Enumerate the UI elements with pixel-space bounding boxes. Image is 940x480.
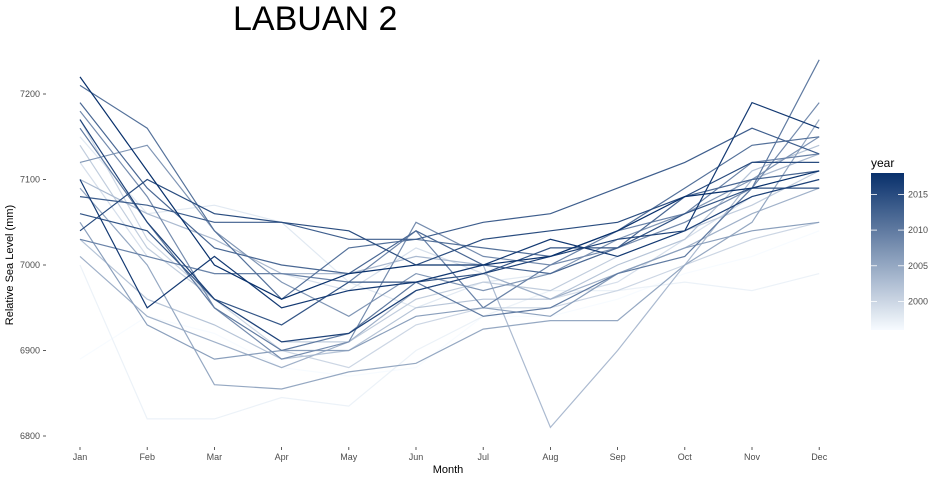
series-lines [79, 59, 820, 429]
legend-tick-label: 2000 [908, 296, 928, 306]
x-tick-label: Mar [207, 452, 223, 462]
y-tick-label: 6800 [20, 431, 40, 441]
series-line-2002 [79, 144, 820, 360]
x-tick-label: Jul [477, 452, 489, 462]
y-axis-title: Relative Sea Level (mm) [4, 205, 16, 325]
chart-title: LABUAN 2 [233, 0, 398, 38]
y-tick-label: 7000 [20, 260, 40, 270]
x-axis: Jan Feb Mar Apr May Jun Jul Aug Sep Oct Nov Dec [73, 447, 828, 462]
x-tick-label: Aug [542, 452, 558, 462]
legend-colorbar [871, 173, 904, 330]
y-tick-label: 7200 [20, 89, 40, 99]
series-line-2008 [79, 102, 820, 360]
y-tick-label: 7100 [20, 175, 40, 185]
x-tick-label: Jun [409, 452, 424, 462]
series-line-2009 [79, 153, 820, 309]
x-tick-label: Sep [610, 452, 626, 462]
series-line-1997 [79, 264, 820, 420]
legend-tick-label: 2010 [908, 225, 928, 235]
x-tick-label: Dec [811, 452, 828, 462]
color-legend: 2000 2005 2010 2015 [871, 173, 928, 330]
series-line-2010 [79, 59, 820, 352]
series-line-2017 [79, 101, 820, 309]
legend-title: year [871, 156, 895, 170]
series-line-2012 [79, 102, 820, 275]
series-line-2013 [79, 127, 820, 240]
series-line-2011 [79, 84, 820, 300]
y-axis: 6800 6900 7000 7100 7200 [20, 89, 46, 441]
y-tick-label: 6900 [20, 346, 40, 356]
series-line-2018 [79, 76, 820, 300]
series-line-1996 [79, 230, 820, 377]
x-tick-label: Jan [73, 452, 88, 462]
x-tick-label: Apr [275, 452, 289, 462]
series-line-2001 [79, 144, 820, 343]
series-line-2005 [79, 119, 820, 390]
series-line-2003 [79, 153, 820, 429]
x-tick-label: Oct [678, 452, 693, 462]
x-axis-title: Month [433, 464, 464, 476]
series-line-2015 [79, 161, 820, 266]
legend-tick-label: 2005 [908, 261, 928, 271]
series-line-2016 [79, 119, 820, 343]
legend-tick-label: 2015 [908, 189, 928, 199]
x-tick-label: Nov [744, 452, 761, 462]
x-tick-label: Feb [139, 452, 155, 462]
x-tick-label: May [340, 452, 358, 462]
